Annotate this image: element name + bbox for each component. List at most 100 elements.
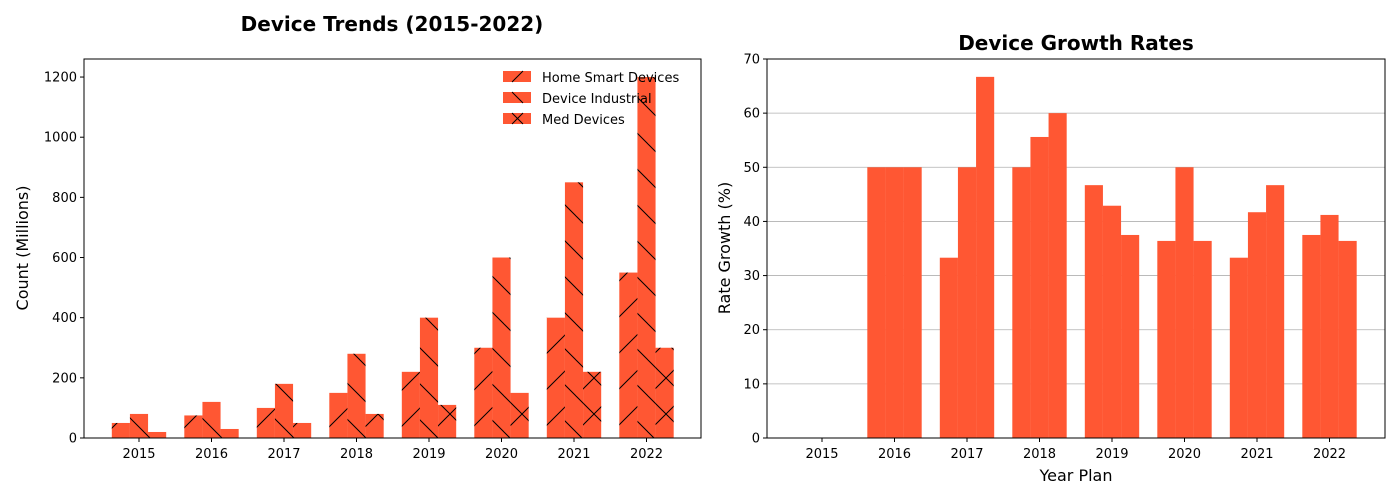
trends-x-tick-label: 2015	[122, 447, 155, 462]
trends-bar-med-devices-2016-hatch	[220, 428, 239, 438]
growth-y-tick-label: 30	[743, 269, 760, 284]
legend-item-device-industrial: Device Industrial	[503, 91, 652, 107]
trends-y-tick-label: 200	[52, 371, 77, 386]
growth-bar-series-3-2018	[1048, 113, 1067, 439]
legend-label-med-devices: Med Devices	[542, 113, 625, 128]
trends-y-tick-label: 800	[52, 191, 77, 206]
growth-bar-series-3-2019	[1121, 234, 1140, 438]
growth-bar-series-1-2022	[1302, 234, 1321, 438]
growth-x-tick-label: 2016	[878, 447, 911, 462]
trends-x-tick-label: 2020	[485, 447, 518, 462]
growth-bar-series-2-2017	[957, 167, 977, 439]
growth-bar-series-1-2018	[1012, 167, 1031, 439]
growth-bar-series-3-2020	[1193, 240, 1212, 438]
growth-y-tick-label: 50	[743, 161, 760, 176]
growth-x-tick-label: 2022	[1313, 447, 1346, 462]
growth-y-ticks: 0 10 20 30 40 50 60 70	[743, 53, 767, 447]
trends-x-tick-label: 2022	[630, 447, 663, 462]
legend-label-device-industrial: Device Industrial	[542, 92, 652, 107]
growth-y-tick-label: 40	[743, 215, 760, 230]
trends-y-axis-label: Count (Millions)	[13, 186, 32, 311]
trends-x-tick-label: 2018	[340, 447, 373, 462]
growth-plot-frame	[766, 58, 1386, 439]
trends-x-ticks: 2015 2016 2017 2018 2019 2020 2021 2022	[122, 438, 663, 462]
growth-bar-series-3-2022	[1338, 240, 1357, 438]
growth-bar-series-2-2022	[1320, 214, 1339, 438]
trends-x-tick-label: 2019	[412, 447, 445, 462]
growth-y-tick-label: 0	[752, 432, 760, 447]
trends-bar-device-industrial-2016-hatch	[202, 401, 221, 438]
growth-bars	[867, 76, 1357, 439]
trends-bar-device-industrial-2019-hatch	[419, 317, 439, 438]
legend-label-home-smart-devices: Home Smart Devices	[542, 71, 679, 86]
growth-x-tick-label: 2021	[1240, 447, 1273, 462]
trends-bar-device-industrial-2021-hatch	[564, 182, 584, 438]
trends-bar-device-industrial-2022-hatch	[637, 77, 656, 439]
trends-bar-device-industrial-2018-hatch	[347, 353, 366, 438]
growth-bar-series-1-2021	[1229, 257, 1248, 438]
growth-bar-series-2-2018	[1030, 136, 1049, 439]
trends-bar-device-industrial-2020-hatch	[492, 257, 511, 438]
trends-bar-home-smart-devices-2015-hatch	[111, 422, 130, 438]
trends-bar-home-smart-devices-2017-hatch	[256, 407, 275, 438]
growth-bar-series-2-2016	[885, 167, 904, 439]
growth-bar-series-1-2017	[939, 257, 958, 438]
legend-hatch-med-devices-b	[511, 112, 524, 125]
trends-bar-med-devices-2022-hatch	[655, 347, 674, 438]
growth-y-tick-label: 60	[743, 107, 760, 122]
growth-x-tick-label: 2015	[805, 447, 838, 462]
growth-bar-series-1-2020	[1157, 240, 1176, 438]
legend-item-med-devices: Med Devices	[503, 112, 625, 128]
growth-bar-series-3-2016	[903, 167, 922, 439]
growth-y-tick-label: 70	[743, 53, 760, 68]
trends-bar-device-industrial-2017-hatch	[274, 383, 294, 438]
trends-x-tick-label: 2016	[195, 447, 228, 462]
growth-bar-series-1-2016	[867, 167, 886, 439]
trends-y-tick-label: 1200	[44, 71, 77, 86]
trends-bar-home-smart-devices-2018-hatch	[329, 392, 348, 438]
trends-bar-med-devices-2019-hatch	[438, 404, 457, 438]
growth-bar-series-3-2017	[976, 76, 995, 439]
growth-x-tick-label: 2017	[950, 447, 983, 462]
trends-bars	[111, 77, 674, 439]
growth-bar-series-1-2019	[1084, 185, 1103, 438]
growth-bar-series-2-2020	[1175, 167, 1194, 439]
growth-y-tick-label: 10	[743, 377, 760, 392]
trends-bar-home-smart-devices-2021-hatch	[546, 317, 565, 438]
growth-y-tick-label: 20	[743, 323, 760, 338]
growth-gridlines	[767, 58, 1385, 439]
growth-chart: Device Growth Rates Rate Growth (%) Year…	[715, 31, 1386, 485]
trends-bar-home-smart-devices-2020-hatch	[474, 347, 493, 438]
trends-bar-med-devices-2015-hatch	[148, 431, 167, 438]
trends-plot-frame	[83, 58, 702, 439]
growth-x-tick-label: 2020	[1168, 447, 1201, 462]
trends-x-tick-label: 2021	[557, 447, 590, 462]
trends-bar-med-devices-2021-hatch	[583, 371, 602, 438]
trends-chart: Device Trends (2015-2022) Count (Million…	[13, 12, 702, 462]
trends-bar-home-smart-devices-2019-hatch	[401, 371, 420, 438]
growth-x-axis-label: Year Plan	[1039, 466, 1113, 485]
growth-bar-series-3-2021	[1266, 185, 1285, 438]
trends-chart-title: Device Trends (2015-2022)	[241, 12, 544, 36]
legend-hatch-device-industrial	[511, 91, 524, 104]
trends-bar-home-smart-devices-2016-hatch	[184, 415, 203, 438]
trends-bar-med-devices-2017-hatch	[293, 422, 312, 438]
growth-chart-title: Device Growth Rates	[958, 31, 1194, 55]
trends-legend: Home Smart Devices Device Industrial Med…	[503, 70, 679, 128]
growth-x-tick-label: 2018	[1023, 447, 1056, 462]
growth-bar-series-2-2021	[1247, 212, 1267, 438]
trends-bar-med-devices-2020-hatch	[510, 392, 529, 438]
trends-bar-home-smart-devices-2022-hatch	[619, 272, 638, 438]
legend-item-home-smart-devices: Home Smart Devices	[503, 70, 679, 86]
trends-y-tick-label: 600	[52, 251, 77, 266]
trends-y-tick-label: 400	[52, 311, 77, 326]
trends-x-tick-label: 2017	[267, 447, 300, 462]
trends-bar-med-devices-2018-hatch	[365, 413, 384, 438]
growth-bar-series-2-2019	[1102, 205, 1122, 438]
growth-y-axis-label: Rate Growth (%)	[715, 182, 734, 314]
growth-x-tick-label: 2019	[1095, 447, 1128, 462]
trends-bar-device-industrial-2015-hatch	[129, 413, 149, 438]
legend-hatch-home-smart-devices	[511, 70, 524, 83]
growth-x-ticks: 2015 2016 2017 2018 2019 2020 2021 2022	[805, 438, 1346, 462]
